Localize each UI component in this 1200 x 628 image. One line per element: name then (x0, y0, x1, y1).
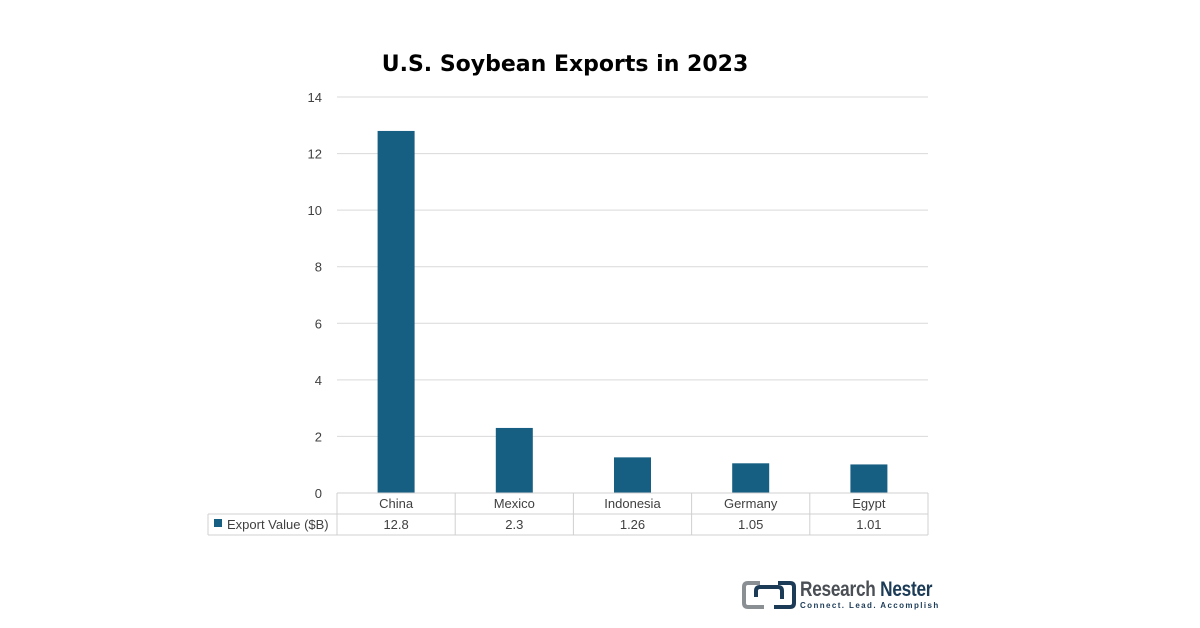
research-nester-logo-icon (742, 581, 796, 609)
bar-china (377, 130, 415, 493)
category-label: Egypt (852, 496, 886, 511)
data-label: 2.3 (505, 517, 523, 532)
research-nester-logo: Research Nester Connect. Lead. Accomplis… (742, 578, 954, 612)
y-axis-ticks: 0 2 4 6 8 10 12 14 (308, 90, 322, 501)
category-label: Germany (724, 496, 778, 511)
bars (377, 130, 888, 493)
gridlines (337, 96, 928, 437)
y-tick-label: 8 (315, 260, 322, 275)
y-tick-label: 14 (308, 90, 322, 105)
y-tick-label: 2 (315, 429, 322, 444)
category-label: Indonesia (604, 496, 661, 511)
y-tick-label: 6 (315, 316, 322, 331)
data-label: 12.8 (383, 517, 408, 532)
legend-swatch (214, 519, 222, 527)
logo-tagline: Connect. Lead. Accomplish (800, 601, 940, 610)
category-label: China (379, 496, 414, 511)
logo-name-nester: Nester (880, 578, 933, 601)
chart-title: U.S. Soybean Exports in 2023 (381, 52, 749, 77)
bar-egypt (850, 464, 888, 493)
y-tick-label: 4 (315, 373, 322, 388)
category-label: Mexico (494, 496, 535, 511)
logo-name-research: Research (800, 578, 876, 601)
y-tick-label: 12 (308, 147, 322, 162)
logo-wordmark: Research Nester (800, 578, 933, 602)
y-tick-label: 10 (308, 203, 322, 218)
data-label: 1.01 (856, 517, 881, 532)
bar-germany (732, 463, 770, 493)
data-label: 1.26 (620, 517, 645, 532)
data-label: 1.05 (738, 517, 763, 532)
y-tick-label: 0 (315, 486, 322, 501)
bar-indonesia (614, 457, 651, 493)
data-table: China 12.8 Mexico 2.3 Indonesia 1.26 Germany 1.… (207, 492, 929, 536)
legend-label: Export Value ($B) (227, 517, 329, 532)
bar-mexico (495, 427, 533, 493)
